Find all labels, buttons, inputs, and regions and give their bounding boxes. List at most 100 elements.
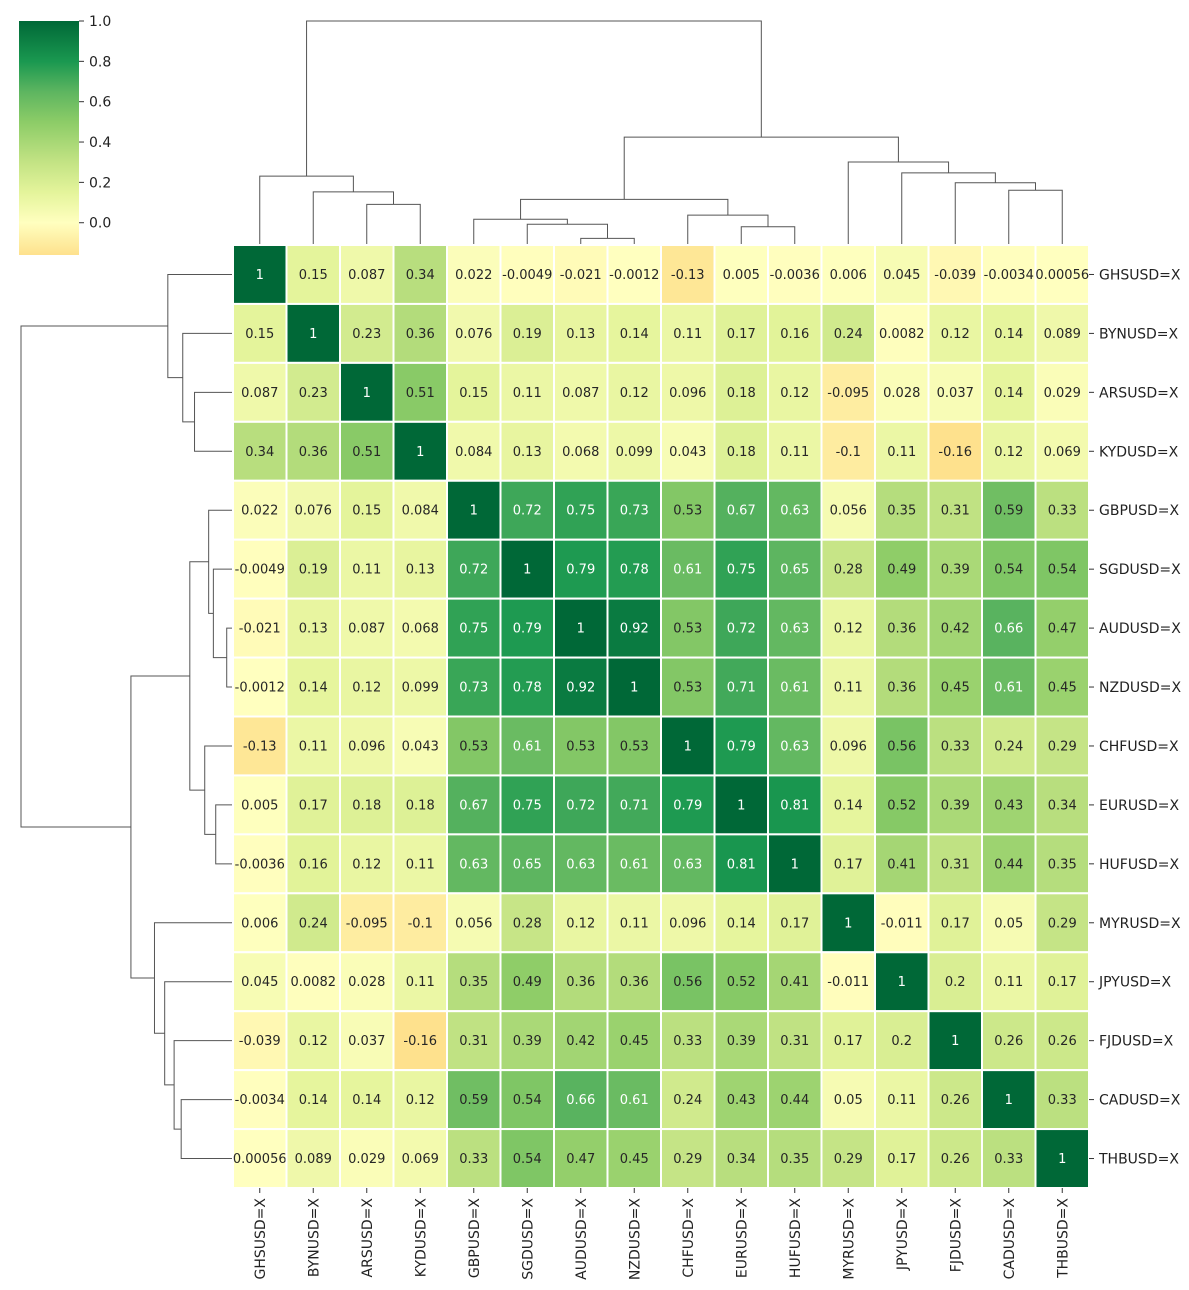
heatmap-cell <box>232 244 288 305</box>
heatmap-cell <box>285 951 341 1013</box>
heatmap-cell <box>927 420 983 482</box>
cell-value-label: 0.45 <box>620 1152 649 1167</box>
cell-value-label: 0.12 <box>406 1093 435 1108</box>
cell-value-label: 0.47 <box>566 1152 595 1167</box>
cell-value-label: 0.75 <box>513 798 542 813</box>
cell-value-label: 0.28 <box>834 563 863 578</box>
cell-value-label: 1 <box>1005 1093 1013 1108</box>
row-dendrogram-link <box>215 804 233 865</box>
cell-value-label: 0.13 <box>566 327 595 342</box>
heatmap-cell <box>874 479 930 541</box>
heatmap-cell <box>232 774 288 836</box>
cell-value-label: 0.66 <box>994 622 1023 637</box>
cell-value-label: 0.71 <box>727 681 756 696</box>
row-label: GHSUSD=X <box>1099 267 1181 283</box>
heatmap-cell <box>285 656 341 718</box>
heatmap-cell <box>1034 420 1090 482</box>
row-dendrogram-link <box>182 332 233 423</box>
cell-value-label: 0.31 <box>459 1034 488 1049</box>
cell-value-label: 0.72 <box>459 563 488 578</box>
heatmap-cell <box>713 597 769 659</box>
cell-value-label: 0.63 <box>780 504 809 519</box>
cell-value-label: 0.12 <box>620 386 649 401</box>
cell-value-label: 0.11 <box>299 739 328 754</box>
cell-value-label: 0.63 <box>459 857 488 872</box>
column-label: MYRUSD=X <box>841 1198 857 1280</box>
cell-value-label: -0.095 <box>346 916 388 931</box>
cell-value-label: 0.31 <box>780 1034 809 1049</box>
heatmap-cell <box>820 538 876 600</box>
cell-value-label: 1 <box>844 916 852 931</box>
cell-value-label: 0.61 <box>620 857 649 872</box>
cell-value-label: -0.011 <box>827 975 869 990</box>
colorbar: 1.0 0.8 0.6 0.4 0.2 0.0 <box>19 14 111 255</box>
row-label: AUDUSD=X <box>1099 621 1181 637</box>
cell-value-label: 0.16 <box>299 857 328 872</box>
column-dendrogram-link <box>901 172 996 245</box>
cell-value-label: 0.29 <box>1048 916 1077 931</box>
cell-value-label: 0.11 <box>352 563 381 578</box>
heatmap-cell <box>499 656 555 718</box>
cell-value-label: 0.36 <box>887 622 916 637</box>
cell-value-label: 0.00056 <box>1035 268 1089 283</box>
cell-value-label: 0.33 <box>941 739 970 754</box>
cell-value-label: 0.51 <box>406 386 435 401</box>
heatmap-cell <box>1034 892 1090 954</box>
column-dendrogram <box>259 20 1063 245</box>
heatmap-cell <box>232 597 288 659</box>
heatmap-cell <box>1034 951 1090 1013</box>
cell-value-label: 1 <box>1058 1152 1066 1167</box>
cell-value-label: 0.11 <box>780 445 809 460</box>
heatmap-cell <box>232 656 288 718</box>
heatmap-cell <box>499 833 555 895</box>
cell-value-label: 0.005 <box>241 798 278 813</box>
cell-value-label: 0.35 <box>780 1152 809 1167</box>
cell-value-label: 0.63 <box>566 857 595 872</box>
cell-value-label: 0.084 <box>402 504 439 519</box>
row-dendrogram-link <box>130 675 190 979</box>
heatmap-cell <box>1034 479 1090 541</box>
heatmap-cell <box>606 1069 662 1131</box>
heatmap-cell <box>285 715 341 777</box>
heatmap-cell <box>1034 1128 1090 1189</box>
cell-value-label: 0.75 <box>459 622 488 637</box>
cell-value-label: 0.53 <box>673 504 702 519</box>
cell-value-label: 0.45 <box>941 681 970 696</box>
heatmap-cell <box>1034 1069 1090 1131</box>
cell-value-label: 0.78 <box>513 681 542 696</box>
heatmap-cell <box>232 833 288 895</box>
heatmap-cell <box>499 538 555 600</box>
heatmap-cell <box>499 1010 555 1072</box>
cell-value-label: 0.18 <box>727 386 756 401</box>
cell-value-label: 0.043 <box>669 445 706 460</box>
row-label: CADUSD=X <box>1099 1093 1181 1109</box>
heatmap-cell <box>606 951 662 1013</box>
cell-value-label: 0.24 <box>994 739 1023 754</box>
cell-value-label: 0.005 <box>723 268 760 283</box>
heatmap-cell <box>820 361 876 423</box>
heatmap-cell <box>553 538 609 600</box>
cell-value-label: -0.0012 <box>609 268 659 283</box>
heatmap-cell <box>232 361 288 423</box>
cell-value-label: 0.15 <box>299 268 328 283</box>
heatmap-cell <box>499 244 555 305</box>
heatmap-cell <box>606 361 662 423</box>
cell-value-label: 0.099 <box>402 681 439 696</box>
cell-value-label: 0.45 <box>620 1034 649 1049</box>
cell-value-label: 1 <box>684 739 692 754</box>
cell-value-label: 0.17 <box>299 798 328 813</box>
heatmap-cell <box>713 538 769 600</box>
cell-value-label: 0.67 <box>459 798 488 813</box>
cell-value-label: 0.63 <box>673 857 702 872</box>
cell-value-label: 0.15 <box>352 504 381 519</box>
cell-value-label: 0.65 <box>780 563 809 578</box>
heatmap-cell <box>553 420 609 482</box>
row-dendrogram-link <box>208 509 233 614</box>
heatmap-cell <box>874 302 930 364</box>
heatmap-cell <box>499 1128 555 1189</box>
cell-value-label: 0.36 <box>299 445 328 460</box>
heatmap-cell <box>392 774 448 836</box>
cell-value-label: 0.35 <box>459 975 488 990</box>
colorbar-tick-label: 0.2 <box>89 175 111 191</box>
cell-value-label: 0.087 <box>348 268 385 283</box>
